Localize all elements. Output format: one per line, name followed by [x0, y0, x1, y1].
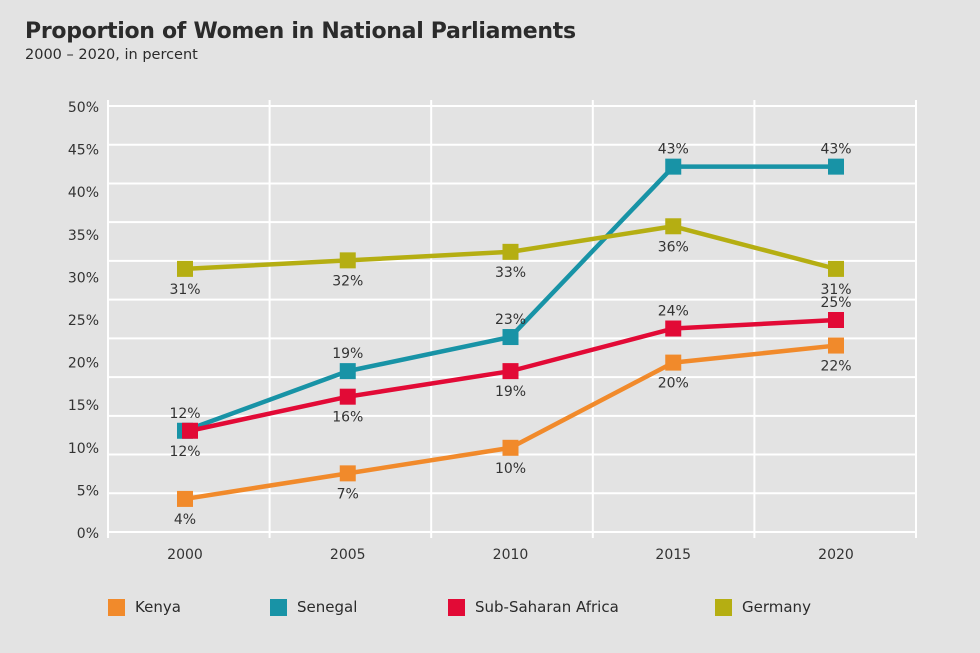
data-point-germany: [177, 260, 193, 277]
y-tick-label: 45%: [68, 143, 99, 159]
legend-swatch-senegal: [270, 598, 287, 616]
legend-item-kenya: Kenya: [108, 598, 181, 616]
data-point-sub-saharan-africa: [665, 320, 682, 337]
data-label-germany: 31%: [169, 282, 200, 298]
data-point-sub-saharan-africa: [828, 312, 844, 328]
data-label-kenya: 4%: [174, 512, 196, 528]
x-tick-label: 2020: [818, 547, 854, 563]
data-label-kenya: 20%: [658, 376, 689, 392]
data-point-kenya: [828, 337, 844, 354]
x-tick-label: 2005: [330, 547, 366, 563]
data-label-kenya: 22%: [820, 359, 851, 375]
y-tick-label: 40%: [68, 185, 99, 201]
data-label-senegal: 19%: [332, 346, 363, 362]
data-label-germany: 33%: [495, 265, 526, 281]
series-markers: [177, 158, 844, 507]
chart-subtitle: 2000 – 2020, in percent: [25, 47, 198, 63]
data-label-germany: 31%: [820, 282, 851, 298]
legend-swatch-sub-saharan-africa: [448, 598, 465, 616]
data-label-sub-saharan-africa: 16%: [332, 410, 363, 426]
data-label-germany: 32%: [332, 273, 363, 289]
data-label-senegal: 23%: [495, 312, 526, 328]
legend-swatch-kenya: [108, 598, 125, 616]
data-label-sub-saharan-africa: 12%: [169, 406, 200, 422]
legend-item-germany: Germany: [715, 598, 811, 616]
data-point-sub-saharan-africa: [182, 422, 198, 439]
data-label-germany: 36%: [658, 239, 689, 255]
data-point-sub-saharan-africa: [502, 363, 519, 380]
x-tick-label: 2000: [167, 547, 203, 563]
data-point-kenya: [502, 439, 519, 456]
data-point-senegal: [828, 158, 844, 175]
y-tick-label: 25%: [68, 313, 99, 329]
data-label-senegal: 43%: [658, 142, 689, 158]
data-point-germany: [502, 243, 519, 260]
y-tick-label: 0%: [77, 526, 99, 542]
data-label-senegal: 43%: [820, 142, 851, 158]
legend-item-senegal: Senegal: [270, 598, 357, 616]
x-tick-label: 2010: [493, 547, 529, 563]
y-tick-label: 20%: [68, 356, 99, 372]
y-tick-label: 15%: [68, 398, 99, 414]
y-axis: 0% 5% 10% 15% 20% 25% 30% 35% 40% 45% 50%: [68, 100, 99, 542]
y-tick-label: 50%: [68, 100, 99, 116]
data-point-senegal: [502, 329, 519, 346]
data-point-senegal: [665, 158, 682, 175]
data-label-kenya: 10%: [495, 461, 526, 477]
legend-label-sub-saharan-africa: Sub-Saharan Africa: [475, 598, 619, 616]
data-point-kenya: [339, 465, 356, 482]
data-point-senegal: [339, 363, 356, 380]
y-tick-label: 10%: [68, 441, 99, 457]
legend-swatch-germany: [715, 598, 732, 616]
data-labels: 4% 7% 10% 20% 22% 12% 19% 23% 43% 43% 12% 16% 19% 24%…: [169, 142, 851, 528]
y-tick-label: 5%: [77, 483, 99, 499]
data-label-senegal: 12%: [169, 444, 200, 460]
data-label-sub-saharan-africa: 25%: [820, 295, 851, 311]
data-point-germany: [828, 260, 844, 277]
data-point-sub-saharan-africa: [339, 388, 356, 405]
legend-label-kenya: Kenya: [135, 598, 181, 616]
chart-title: Proportion of Women in National Parliame…: [25, 19, 576, 44]
legend-label-germany: Germany: [742, 598, 811, 616]
data-label-sub-saharan-africa: 24%: [658, 304, 689, 320]
data-label-kenya: 7%: [337, 486, 359, 502]
legend-item-sub-saharan-africa: Sub-Saharan Africa: [448, 598, 619, 616]
data-point-germany: [339, 252, 356, 269]
x-axis: 2000 2005 2010 2015 2020: [167, 547, 854, 563]
legend-label-senegal: Senegal: [297, 598, 358, 616]
data-point-kenya: [665, 354, 682, 371]
legend: Kenya Senegal Sub-Saharan Africa Germany: [0, 598, 980, 622]
y-tick-label: 35%: [68, 228, 99, 244]
data-point-kenya: [177, 490, 193, 507]
y-tick-label: 30%: [68, 270, 99, 286]
data-label-sub-saharan-africa: 19%: [495, 384, 526, 400]
data-point-germany: [665, 218, 682, 235]
x-tick-label: 2015: [655, 547, 691, 563]
